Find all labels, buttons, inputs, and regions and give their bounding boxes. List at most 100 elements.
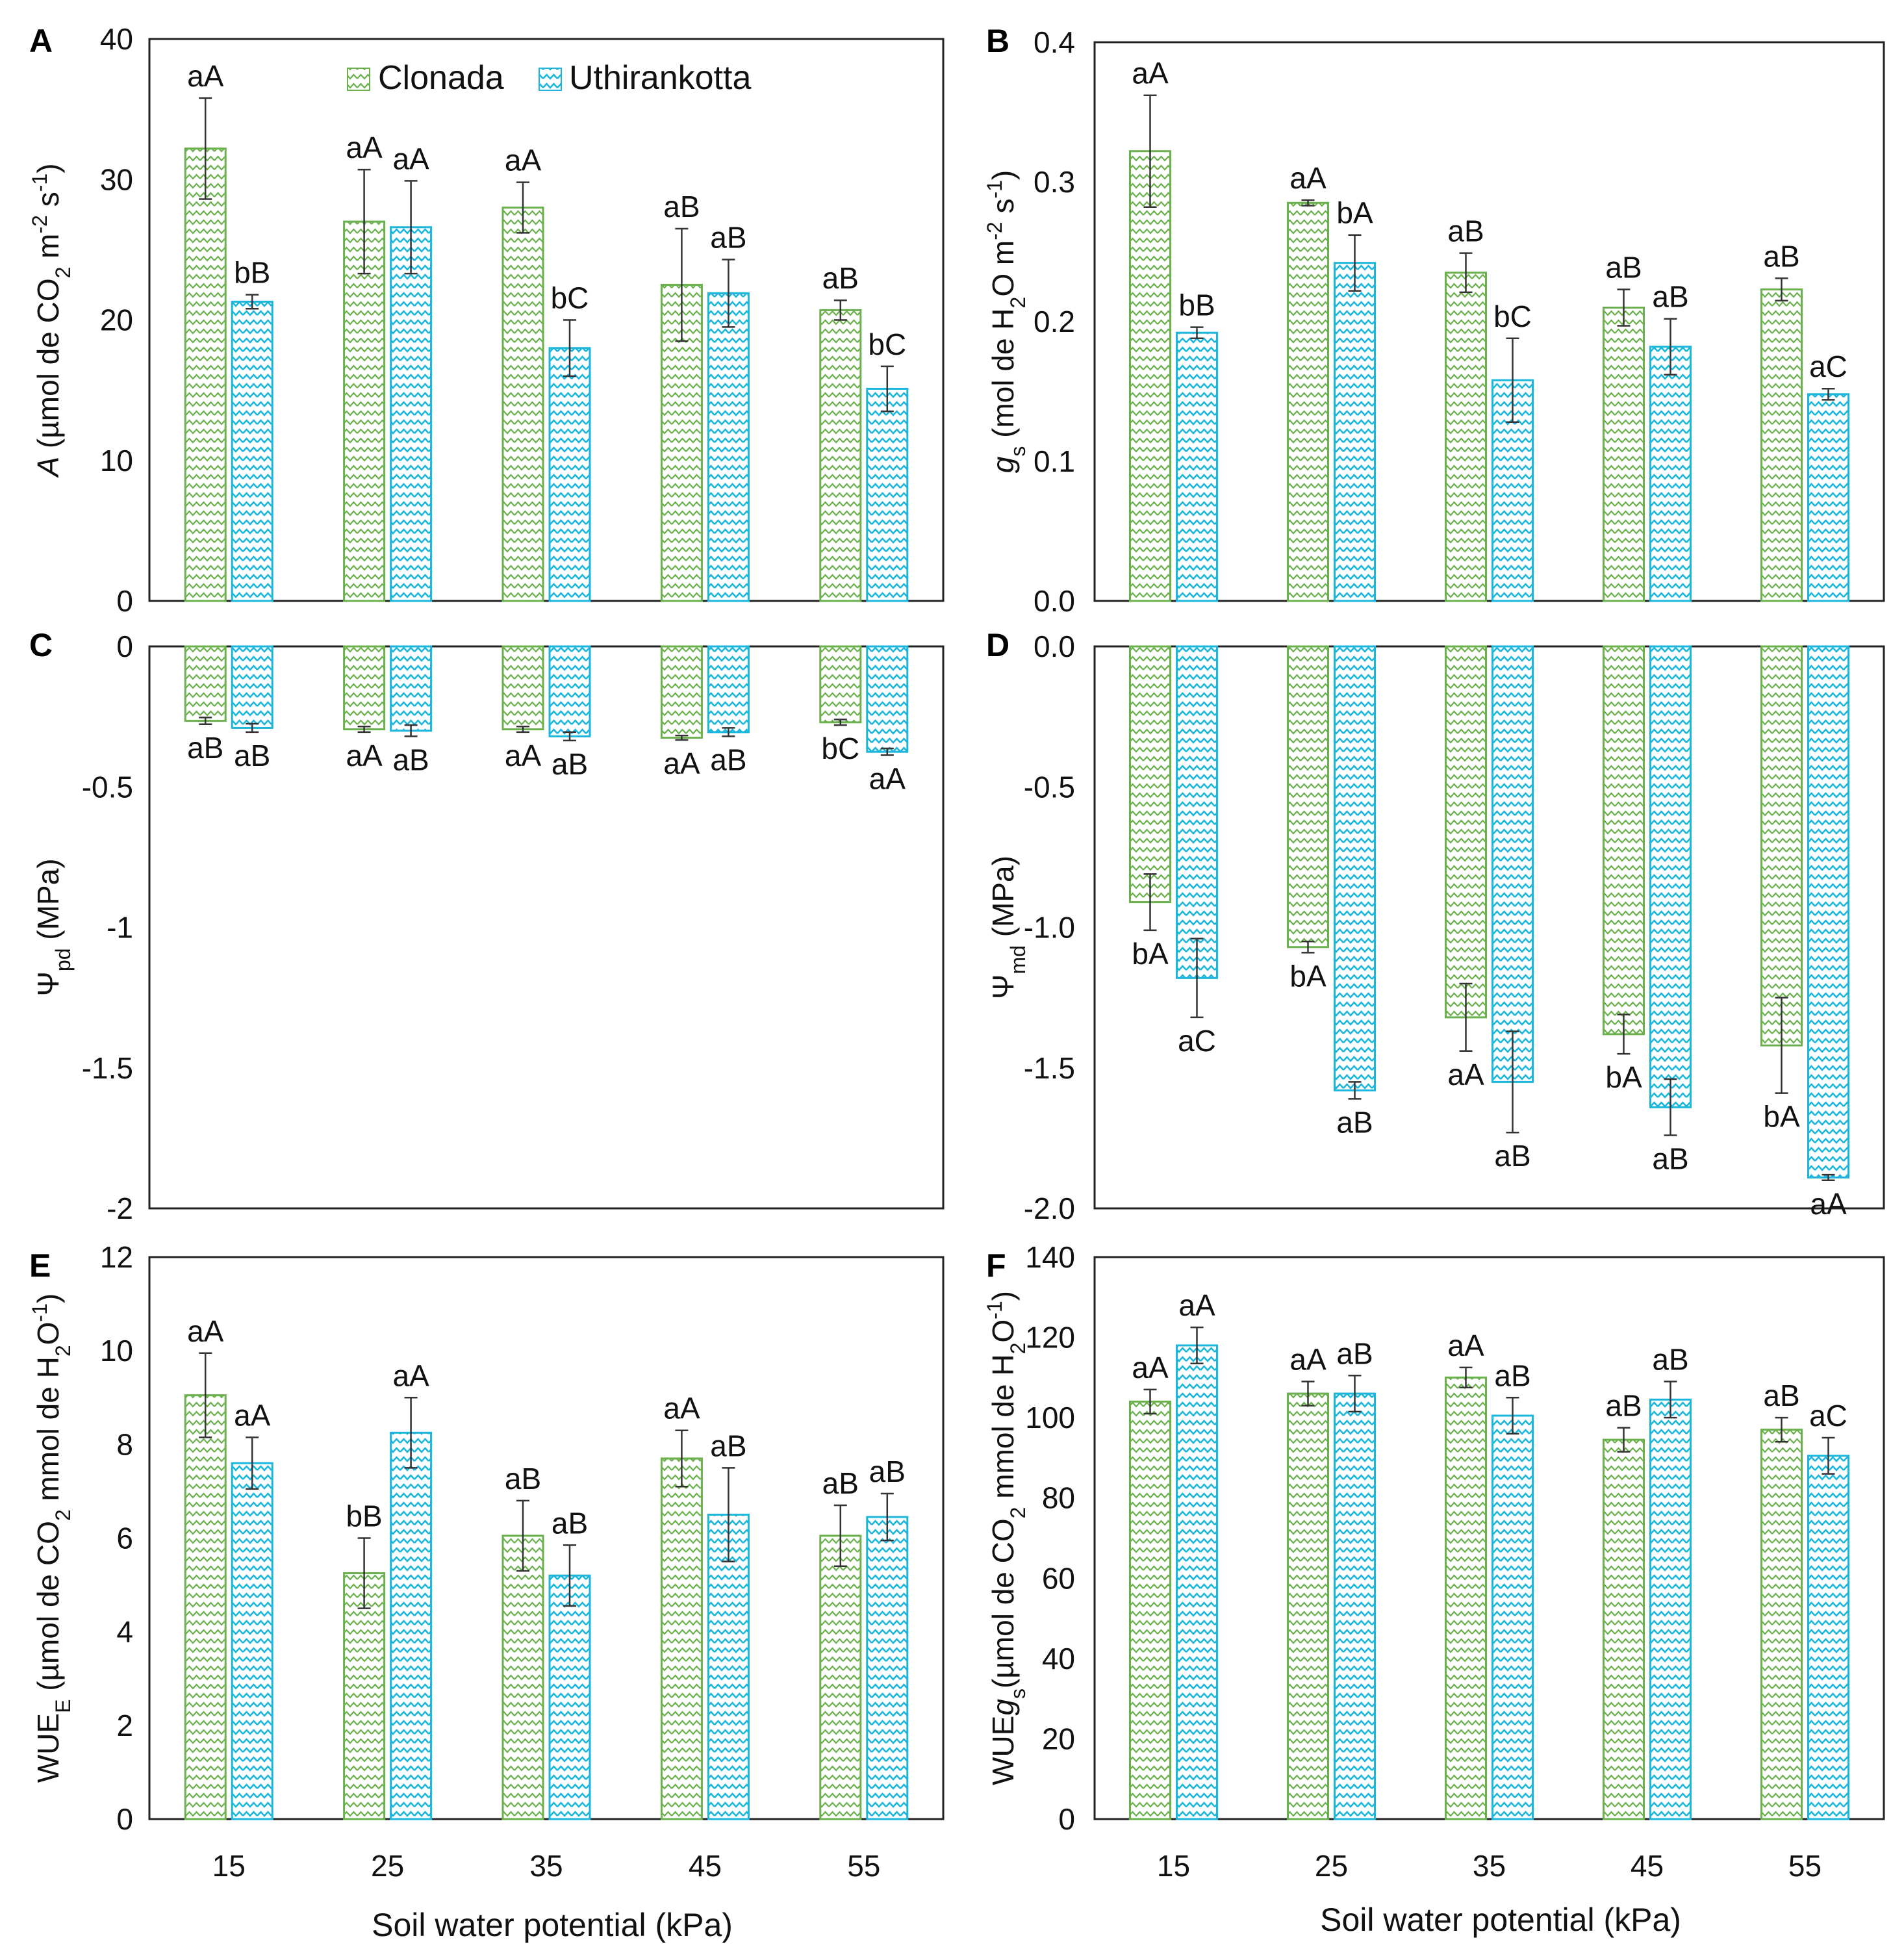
panel-label: B <box>986 23 1009 59</box>
error-bar <box>1664 318 1677 376</box>
significance-letter: aA <box>505 739 542 772</box>
error-bar <box>199 1352 212 1438</box>
significance-letter: aA <box>392 142 429 175</box>
significance-letter: aA <box>1447 1329 1484 1362</box>
significance-letter: bC <box>551 281 589 315</box>
bar-clonada <box>501 207 544 602</box>
y-axis-title-part: 2 <box>1006 1343 1030 1355</box>
bar-clonada <box>1445 645 1487 1019</box>
x-tick-label: 25 <box>1315 1849 1348 1883</box>
significance-letter: aB <box>822 1466 859 1500</box>
bar-uthirankotta <box>707 645 750 733</box>
error-bar <box>1348 1375 1362 1413</box>
y-tick-label: 0.3 <box>1034 165 1075 199</box>
error-bar <box>880 365 894 413</box>
bar-clonada <box>1445 1376 1487 1820</box>
error-bar <box>404 724 418 737</box>
error-bar <box>1506 1030 1519 1134</box>
y-axis-title-part: -1 <box>28 173 51 192</box>
bar-clonada <box>1445 272 1487 602</box>
significance-letter: aA <box>1289 1343 1326 1377</box>
y-tick-label: 40 <box>1042 1642 1075 1675</box>
bar-uthirankotta <box>390 226 433 602</box>
bar-clonada <box>1287 201 1329 602</box>
y-tick-label: 20 <box>100 303 133 337</box>
legend: Clonada Uthirankotta <box>347 59 751 97</box>
significance-letter: aB <box>392 743 429 776</box>
significance-letter: aB <box>663 190 700 223</box>
significance-letter: bB <box>346 1499 382 1533</box>
bar-clonada <box>184 147 227 602</box>
significance-letter: bA <box>1132 937 1169 971</box>
y-axis-title-part: -2 <box>28 215 51 233</box>
significance-letter: aA <box>505 144 542 177</box>
bar-uthirankotta <box>1176 645 1218 979</box>
y-axis-title-part: 2 <box>51 1345 75 1357</box>
significance-letter: aB <box>710 221 746 255</box>
y-tick-label: 0.4 <box>1034 25 1075 59</box>
y-tick-label: 12 <box>100 1240 133 1274</box>
legend-label-clonada: Clonada <box>378 59 504 97</box>
significance-letter: aB <box>869 1455 906 1488</box>
y-tick-label: 20 <box>1042 1722 1075 1755</box>
y-axis-title-part: 2 <box>51 267 75 279</box>
y-tick-label: -0.5 <box>82 770 133 804</box>
error-bar <box>1190 1326 1204 1364</box>
error-bar <box>1506 1397 1519 1435</box>
significance-letter: aB <box>1605 1389 1642 1423</box>
plot-frame <box>148 1256 945 1820</box>
significance-letter: aA <box>187 1314 224 1348</box>
error-bar <box>1348 234 1362 292</box>
bar-uthirankotta <box>707 292 750 602</box>
x-axis-title-left: Soil water potential (kPa) <box>372 1907 733 1943</box>
y-axis-title-part: ) <box>986 170 1020 180</box>
error-bar <box>675 1429 689 1488</box>
y-tick-label: 0.1 <box>1034 444 1075 478</box>
bar-uthirankotta <box>1176 1344 1218 1820</box>
plot-frame <box>148 38 945 602</box>
bar-uthirankotta <box>1807 393 1849 602</box>
error-bar <box>722 727 735 737</box>
bar-uthirankotta <box>548 645 591 737</box>
bar-uthirankotta <box>1807 645 1849 1178</box>
error-bar <box>1664 1381 1677 1419</box>
y-tick-label: 40 <box>100 22 133 56</box>
significance-letter: aB <box>1336 1105 1373 1139</box>
x-tick-label: 55 <box>1788 1849 1821 1883</box>
error-bar <box>675 227 689 342</box>
error-bar <box>1190 937 1204 1019</box>
y-axis-title-part: O <box>31 1322 65 1345</box>
y-tick-label: 0.2 <box>1034 305 1075 338</box>
error-bar <box>1459 1366 1473 1389</box>
y-tick-label: 60 <box>1042 1561 1075 1595</box>
significance-letter: aB <box>1652 1343 1688 1377</box>
x-tick-label: 45 <box>1631 1849 1664 1883</box>
error-bar <box>563 319 576 377</box>
x-tick-label: 45 <box>689 1849 722 1883</box>
y-axis-title-part: m <box>31 233 65 266</box>
bar-clonada <box>343 645 386 731</box>
bar-uthirankotta <box>1491 645 1534 1083</box>
x-tick-label: 35 <box>529 1849 563 1883</box>
y-tick-label: 4 <box>116 1615 133 1649</box>
y-axis-title-part: (MPa) <box>986 856 1020 945</box>
error-bar <box>246 1436 259 1490</box>
y-axis-title-part: O <box>986 1319 1020 1343</box>
y-axis-title-part: ) <box>31 163 65 173</box>
y-axis-title-part: O m <box>986 240 1020 297</box>
bar-uthirankotta <box>390 645 433 732</box>
significance-letter: bB <box>1178 288 1215 322</box>
significance-letter: aB <box>1763 1379 1799 1412</box>
error-bar <box>1348 1081 1362 1100</box>
bar-clonada <box>1129 150 1171 602</box>
y-axis-title-part: (MPa) <box>31 858 65 948</box>
x-tick-label: 25 <box>371 1849 404 1883</box>
bar-uthirankotta <box>866 1516 909 1820</box>
y-tick-label: 0 <box>116 630 133 663</box>
error-bar <box>833 719 847 726</box>
y-tick-label: 0 <box>116 1802 133 1836</box>
error-bar <box>675 734 689 741</box>
significance-letter: aB <box>1763 239 1799 273</box>
